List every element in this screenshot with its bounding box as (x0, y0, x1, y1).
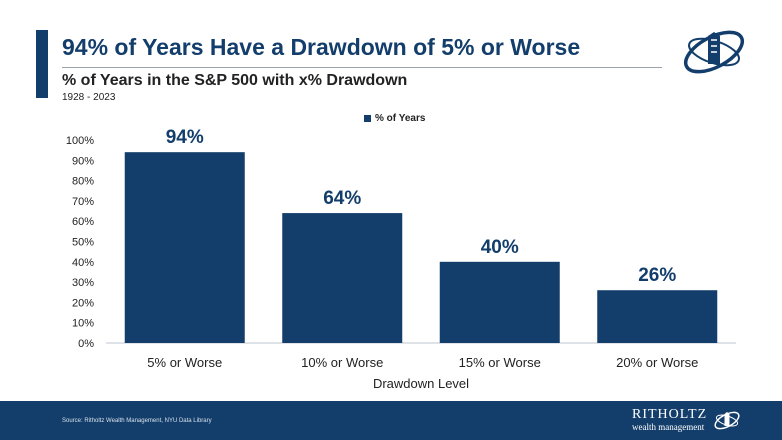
y-tick-label: 70% (72, 196, 94, 208)
bar-value-label: 26% (638, 265, 676, 286)
y-tick-label: 10% (72, 318, 94, 330)
chart-subtitle: % of Years in the S&P 500 with x% Drawdo… (62, 72, 408, 89)
legend-swatch (364, 115, 371, 122)
bar (597, 290, 718, 343)
bar-value-label: 40% (481, 237, 519, 258)
title-divider (62, 67, 662, 68)
x-tick-label: 20% or Worse (616, 355, 698, 370)
y-tick-label: 50% (72, 237, 94, 249)
brand-emblem-icon (714, 411, 740, 430)
source-note: Source: Ritholtz Wealth Management, NYU … (62, 418, 212, 424)
y-tick-label: 30% (72, 277, 94, 289)
page-title: 94% of Years Have a Drawdown of 5% or Wo… (62, 34, 581, 60)
y-tick-label: 40% (72, 257, 94, 269)
bar (124, 152, 245, 343)
bar (439, 261, 560, 343)
x-tick-label: 5% or Worse (147, 355, 222, 370)
x-tick-label: 15% or Worse (459, 355, 541, 370)
footer-bar: Source: Ritholtz Wealth Management, NYU … (0, 401, 782, 440)
y-tick-label: 60% (72, 216, 94, 228)
chart-legend: % of Years (364, 113, 425, 124)
brand-wordmark: RITHOLTZ wealth management (632, 408, 707, 433)
x-axis-title: Drawdown Level (373, 376, 469, 391)
brand-tagline: wealth management (632, 422, 705, 432)
x-tick-label: 10% or Worse (301, 355, 383, 370)
y-tick-label: 0% (78, 338, 94, 350)
ritholtz-logo-icon (683, 30, 745, 74)
year-range: 1928 - 2023 (62, 92, 116, 103)
brand-name: RITHOLTZ (632, 407, 708, 422)
bar (282, 213, 403, 343)
bar-value-label: 64% (323, 188, 361, 209)
bar-value-label: 94% (166, 127, 204, 148)
title-accent-bar (36, 30, 48, 98)
y-tick-label: 80% (72, 176, 94, 188)
y-tick-label: 90% (72, 155, 94, 167)
y-tick-label: 20% (72, 297, 94, 309)
y-tick-label: 100% (66, 135, 94, 147)
bar-chart: 0% 10% 20% 30% 40% 50% 60% 70% 80% 90% 100% 94% 5% o… (66, 127, 736, 391)
legend-label: % of Years (375, 113, 426, 124)
